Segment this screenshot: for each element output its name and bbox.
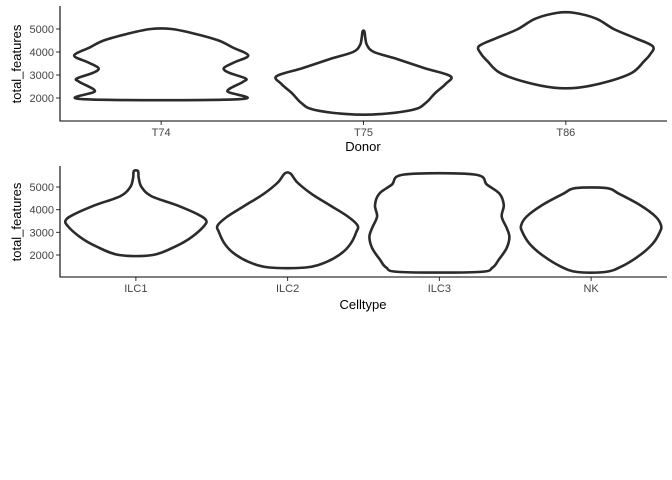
x-ticks-celltype: ILC1 ILC2 ILC3 NK — [124, 277, 599, 295]
x-tick-label-ILC1: ILC1 — [124, 283, 147, 295]
x-tick-label-ILC3: ILC3 — [428, 283, 451, 295]
violin-T86 — [476, 10, 655, 90]
x-tick-label-T75: T75 — [354, 127, 373, 139]
x-axis-title-celltype: Celltype — [340, 297, 387, 312]
y-tick-label-2000: 2000 — [30, 93, 54, 105]
violin-T75 — [274, 29, 453, 116]
y-axis-title-donor: total_features — [9, 24, 24, 103]
x-ticks-donor: T74 T75 T86 — [152, 121, 575, 139]
y-tick-label-3000: 3000 — [30, 70, 54, 82]
y-tick-label-4000: 4000 — [30, 205, 54, 217]
donor-violin-panel: total_features 2000 3000 4000 5000 T74 T75 T8… — [9, 6, 667, 154]
x-tick-label-T74: T74 — [152, 127, 171, 139]
y-ticks-donor: 2000 3000 4000 5000 — [30, 24, 60, 105]
x-tick-label-T86: T86 — [556, 127, 575, 139]
violin-ILC2 — [215, 170, 360, 270]
violins-celltype — [63, 168, 663, 274]
x-tick-label-NK: NK — [583, 283, 599, 295]
violin-T74 — [72, 27, 250, 102]
celltype-violin-panel: total_features 2000 3000 4000 5000 ILC1 ILC2… — [9, 166, 667, 312]
y-tick-label-2000: 2000 — [30, 250, 54, 262]
x-axis-title-donor: Donor — [345, 139, 381, 154]
x-tick-label-ILC2: ILC2 — [276, 283, 299, 295]
y-tick-label-4000: 4000 — [30, 47, 54, 59]
violin-ILC3 — [368, 171, 511, 274]
y-tick-label-3000: 3000 — [30, 227, 54, 239]
y-tick-label-5000: 5000 — [30, 182, 54, 194]
y-tick-label-5000: 5000 — [30, 24, 54, 36]
y-ticks-celltype: 2000 3000 4000 5000 — [30, 182, 60, 262]
violin-NK — [519, 186, 663, 274]
y-axis-title-celltype: total_features — [9, 182, 24, 261]
violins-donor — [72, 10, 655, 116]
violin-ILC1 — [63, 168, 208, 258]
